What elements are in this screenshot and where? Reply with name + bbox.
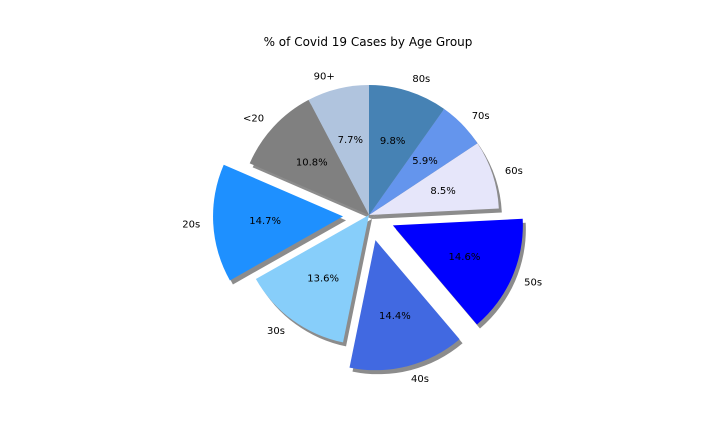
slice-labels: 7.7% 90+ 10.8% <20 14.7% 20s 13.6% 30s 14.4% 40s 1… [182, 72, 542, 386]
slice-label-80s: 80s [412, 74, 430, 85]
slice-label-70s: 70s [472, 111, 490, 122]
slice-label-20s: 20s [182, 220, 200, 231]
slice-label-90plus: 90+ [314, 72, 335, 83]
slice-50s [392, 218, 523, 325]
pie-slices [213, 85, 523, 371]
slice-40s [349, 240, 460, 371]
pct-label-80s: 9.8% [380, 136, 405, 147]
pct-label-50s: 14.6% [449, 252, 481, 263]
slice-90plus [308, 85, 369, 215]
slice-70s [369, 108, 478, 215]
pct-label-20s: 14.7% [249, 216, 281, 227]
slice-60s [369, 143, 499, 215]
chart-title: % of Covid 19 Cases by Age Group [264, 35, 473, 49]
pct-label-30s: 13.6% [307, 274, 339, 285]
pct-label-40s: 14.4% [379, 311, 411, 322]
pct-label-under20: 10.8% [296, 157, 328, 168]
slice-label-under20: <20 [243, 113, 264, 124]
slice-20s [213, 164, 344, 281]
slice-label-40s: 40s [411, 374, 429, 385]
slice-label-60s: 60s [505, 166, 523, 177]
slice-label-30s: 30s [267, 326, 285, 337]
slice-80s [369, 85, 445, 215]
slice-label-50s: 50s [524, 278, 542, 289]
slice-30s [255, 215, 369, 343]
pct-label-90plus: 7.7% [338, 135, 363, 146]
slice-under20 [249, 99, 369, 215]
pct-label-60s: 8.5% [430, 186, 455, 197]
pct-label-70s: 5.9% [412, 156, 437, 167]
